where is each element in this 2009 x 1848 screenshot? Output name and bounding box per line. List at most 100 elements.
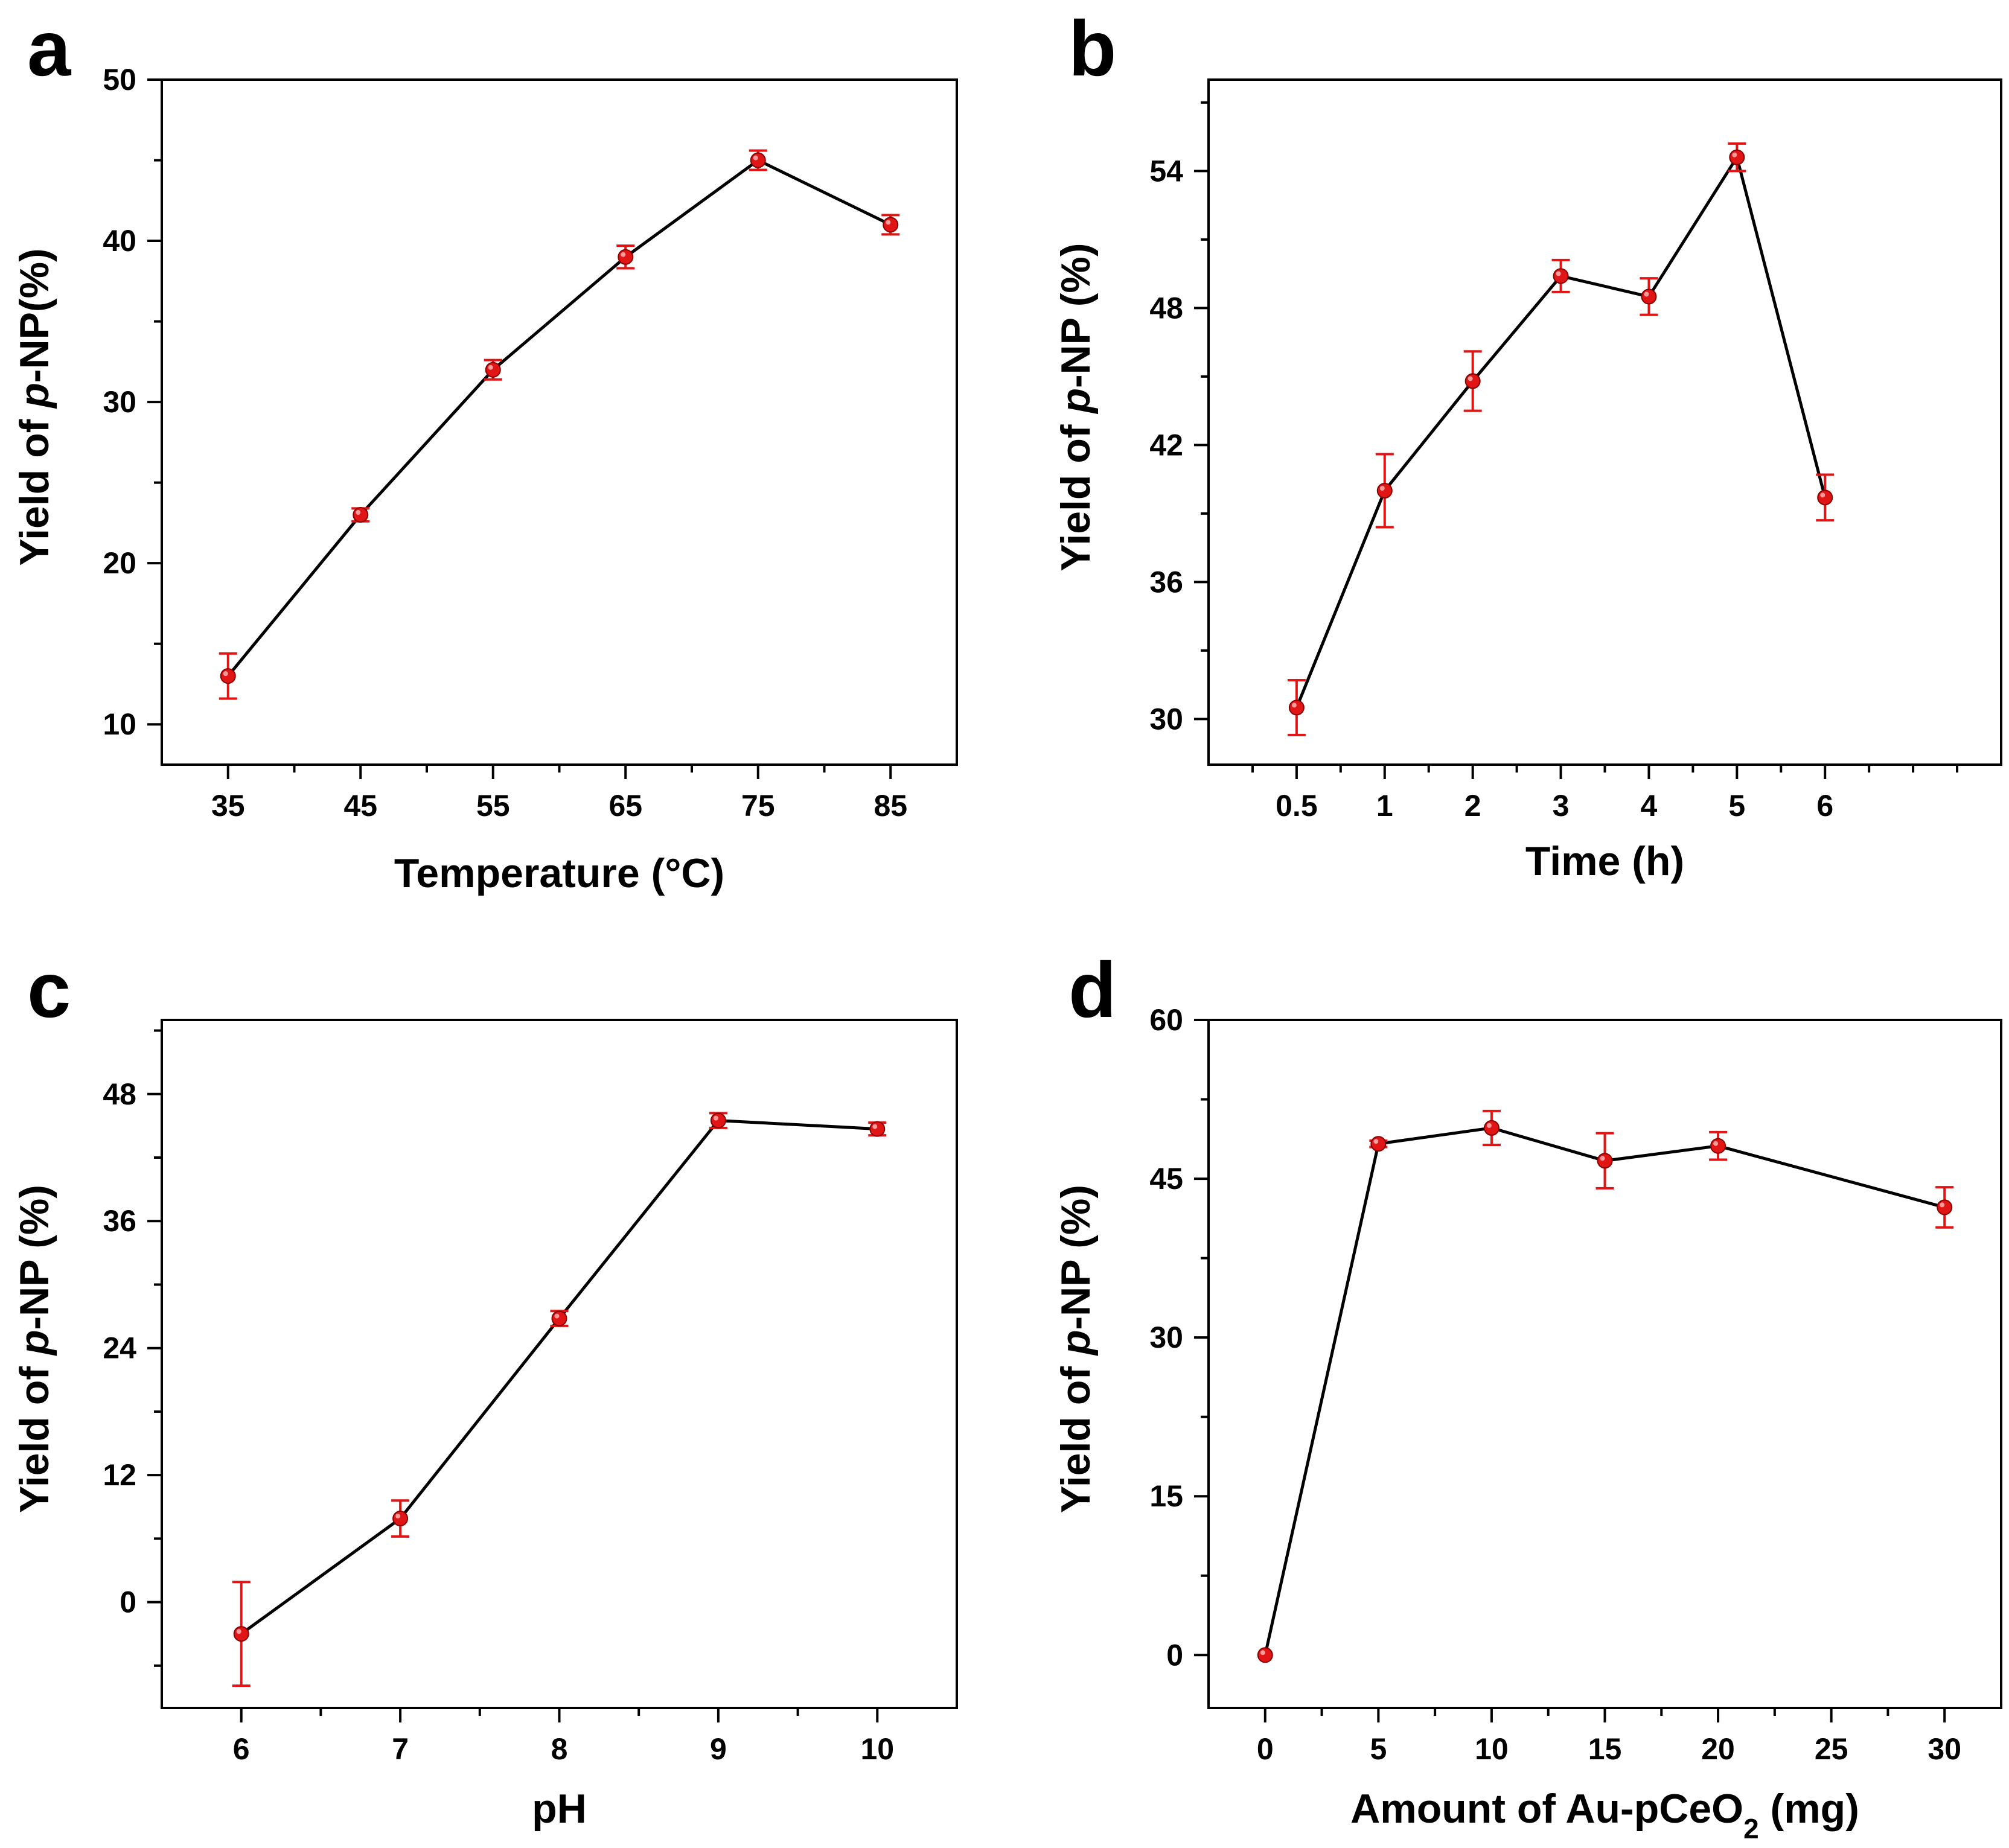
data-point	[1729, 149, 1745, 165]
x-tick-label: 9	[710, 1732, 727, 1766]
data-point	[1817, 489, 1833, 506]
x-tick-label: 2	[1464, 789, 1481, 823]
x-tick-label: 5	[1370, 1732, 1387, 1766]
data-point	[869, 1121, 886, 1137]
data-point	[1597, 1153, 1613, 1169]
y-tick-label: 30	[1149, 702, 1183, 736]
y-axis-label: Yield of p-NP (%)	[1053, 243, 1099, 571]
plot-frame	[161, 78, 958, 766]
data-point	[618, 249, 634, 265]
x-tick-label: 6	[1816, 789, 1833, 823]
y-tick-label: 36	[1149, 565, 1183, 599]
data-point-highlight	[1820, 492, 1825, 498]
data-point-highlight	[1600, 1156, 1605, 1161]
data-point	[750, 152, 766, 168]
x-tick-label: 0	[1257, 1732, 1274, 1766]
data-point	[353, 507, 369, 523]
y-tick-label: 30	[103, 385, 136, 419]
chart-panel-c: 6 7 8 9 10 0 12 24 36 48 pH Yield of p-NP (%)	[11, 1019, 958, 1832]
chart-panel-a: 35 45 55 65 75 85 10 20 30 40 50 Temperature (°C) Yi…	[11, 63, 958, 896]
y-tick-label: 0	[120, 1585, 136, 1619]
x-tick-label: 3	[1553, 789, 1570, 823]
y-tick-label: 24	[103, 1331, 136, 1365]
data-point-highlight	[1379, 486, 1385, 491]
data-point-highlight	[236, 1629, 241, 1634]
series-line	[1263, 1126, 1945, 1655]
data-point-highlight	[395, 1514, 401, 1519]
data-point-highlight	[621, 252, 626, 257]
y-tick-label: 40	[103, 224, 136, 258]
y-tick-label: 42	[1149, 428, 1183, 462]
data-point-highlight	[1373, 1139, 1379, 1144]
x-tick-label: 15	[1588, 1732, 1622, 1766]
data-point	[1483, 1120, 1500, 1136]
data-point	[1553, 268, 1569, 284]
panel-letter-c: c	[27, 946, 71, 1034]
data-point-highlight	[488, 365, 493, 370]
data-point	[1370, 1136, 1387, 1152]
data-point	[551, 1310, 567, 1327]
y-axis-label: Yield of p-NP(%)	[11, 248, 57, 566]
panel-letter-d: d	[1068, 946, 1116, 1034]
data-point-highlight	[1940, 1202, 1945, 1208]
x-axis-label: Time (h)	[1525, 838, 1684, 884]
x-tick-label: 35	[211, 789, 245, 823]
x-tick-label: 1	[1376, 789, 1393, 823]
plot-frame	[1207, 1019, 2002, 1709]
y-tick-label: 36	[103, 1204, 136, 1238]
data-point	[1710, 1138, 1726, 1154]
y-tick-label: 0	[1166, 1638, 1183, 1672]
data-point-highlight	[1644, 292, 1649, 297]
data-point-highlight	[554, 1313, 560, 1319]
data-point	[883, 217, 899, 233]
y-tick-label: 12	[103, 1458, 136, 1492]
y-axis-label: Yield of p-NP (%)	[11, 1185, 57, 1513]
x-tick-label: 45	[343, 789, 377, 823]
panel-letter-b: b	[1068, 4, 1116, 92]
y-axis-label: Yield of p-NP (%)	[1053, 1185, 1099, 1513]
x-tick-label: 65	[608, 789, 642, 823]
x-tick-label: 10	[1475, 1732, 1509, 1766]
x-tick-label: 85	[874, 789, 907, 823]
x-tick-label: 30	[1928, 1732, 1961, 1766]
x-tick-label: 4	[1641, 789, 1658, 823]
data-point	[485, 362, 501, 378]
data-point	[220, 668, 236, 684]
data-point-highlight	[753, 155, 758, 161]
y-tick-label: 15	[1149, 1479, 1183, 1513]
y-tick-label: 10	[103, 707, 136, 741]
x-tick-label: 75	[741, 789, 775, 823]
x-tick-label: 55	[476, 789, 510, 823]
x-axis-label: Amount of Au-pCeO2 (mg)	[1350, 1786, 1859, 1844]
data-point-highlight	[886, 220, 891, 225]
data-point-highlight	[1260, 1650, 1265, 1655]
data-point	[392, 1511, 409, 1527]
x-tick-label: 5	[1728, 789, 1745, 823]
data-point-highlight	[1556, 271, 1561, 276]
data-point	[1464, 373, 1481, 389]
y-tick-label: 50	[103, 63, 136, 97]
panel-letter-a: a	[27, 4, 72, 92]
data-point-highlight	[1732, 152, 1737, 158]
y-tick-label: 48	[103, 1077, 136, 1111]
y-tick-label: 45	[1149, 1162, 1183, 1196]
plot-frame	[1207, 78, 2002, 766]
data-point-highlight	[223, 671, 228, 677]
data-point-highlight	[872, 1124, 878, 1129]
x-axis-label: pH	[532, 1786, 587, 1832]
data-point-highlight	[1468, 376, 1473, 381]
data-point	[710, 1112, 726, 1129]
series-line	[240, 1119, 878, 1636]
x-axis-label: Temperature (°C)	[394, 850, 724, 896]
y-tick-label: 48	[1149, 291, 1183, 325]
data-point	[1641, 288, 1657, 305]
y-tick-label: 20	[103, 546, 136, 580]
x-tick-label: 0.5	[1276, 789, 1318, 823]
series-line	[1295, 156, 1827, 709]
chart-panel-b: 0.5 1 2 3 4 5 6 30 36 42 48 54 Time (h) Yield of p-NP…	[1053, 78, 2002, 884]
data-point	[1937, 1199, 1953, 1216]
x-tick-label: 8	[551, 1732, 568, 1766]
data-point-highlight	[1291, 703, 1297, 708]
x-tick-label: 25	[1815, 1732, 1848, 1766]
